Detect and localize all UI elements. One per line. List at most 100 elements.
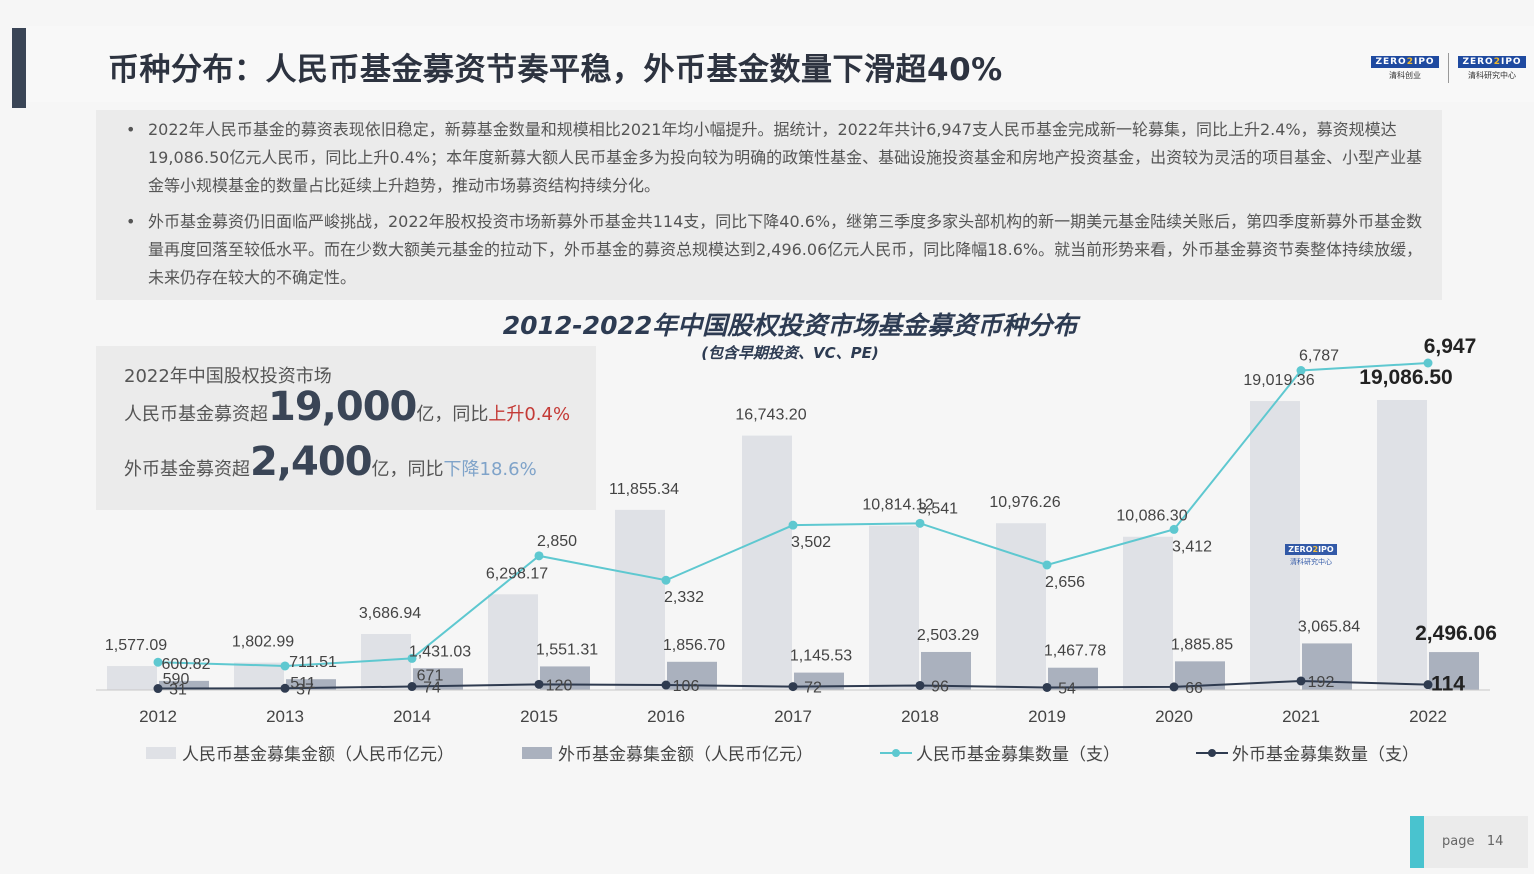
fx-amount-label: 2,496.06 [1415,622,1497,645]
legend-swatch [146,746,176,759]
fx-count-label: 74 [423,680,441,697]
fx-count-label: 66 [1185,680,1203,697]
legend-label: 人民币基金募集数量（支） [916,745,1120,765]
rmb-count-label: 3,502 [791,534,831,551]
legend-label: 外币基金募集金额（人民币亿元） [558,745,813,765]
title-accent-bar [12,28,26,108]
x-tick-label: 2013 [266,707,304,726]
logo-text: 清科研究中心 [1468,70,1516,80]
bullet-dot: • [126,212,136,231]
description-box [96,110,1442,300]
fx-count-point [915,680,925,690]
fx-count-point [534,679,544,689]
watermark-text: 清科研究中心 [1290,558,1332,566]
logo-text: 清科创业 [1389,70,1421,80]
page-label: page [1442,834,1475,849]
legend-item-rmb-amount: 人民币基金募集金额（人民币亿元） [146,740,454,765]
summary-fx-change: 下降18.6% [443,459,537,480]
rmb-amount-label: 1,802.99 [232,634,294,651]
fx-amount-label: 1,431.03 [409,643,471,660]
fx-count-point [407,682,417,692]
rmb-amount-bar [1377,400,1427,690]
rmb-amount-bar [742,435,792,690]
fx-count-label: 31 [169,682,187,699]
fx-count-point [1169,682,1179,692]
legend-label: 外币基金募集数量（支） [1232,745,1419,765]
summary-rmb-change: 上升0.4% [488,404,571,425]
rmb-count-point [661,575,671,585]
rmb-amount-bar [1123,536,1173,690]
fx-count-point [1423,680,1433,690]
summary-rmb-prefix: 人民币基金募资超 [124,404,268,425]
summary-rmb-value: 19,000 [268,384,417,430]
rmb-count-point [1423,358,1433,368]
fx-count-label: 96 [931,678,949,695]
logo-mark-right: IPO [1500,56,1522,67]
rmb-count-point [280,661,290,671]
rmb-amount-label: 1,577.09 [105,637,167,654]
rmb-amount-bar [107,666,157,690]
fx-amount-bar [1048,667,1098,690]
fx-amount-label: 1,885.85 [1171,636,1233,653]
fx-amount-bar [159,680,209,690]
page-number-value: 14 [1486,834,1504,849]
rmb-count-label: 3,412 [1172,538,1212,555]
rmb-count-label: 511 [290,675,316,692]
rmb-amount-label: 11,855.34 [609,481,679,498]
rmb-amount-label: 6,298.17 [486,565,548,582]
rmb-count-point [153,657,163,667]
x-tick-label: 2017 [774,707,812,726]
fx-count-point [1296,676,1306,686]
watermark-mark-left: ZERO [1288,545,1313,554]
fx-count-label: 120 [546,677,573,694]
rmb-amount-bar [869,525,919,690]
watermark-logo: ZERO2IPO 清科研究中心 [1276,544,1346,584]
fx-count-label: 37 [296,681,314,698]
fx-count-label: 192 [1308,674,1335,691]
rmb-amount-label: 16,743.20 [735,407,806,424]
legend-item-fx-amount: 外币基金募集金额（人民币亿元） [522,740,813,765]
legend-label: 人民币基金募集金额（人民币亿元） [182,745,454,765]
rmb-amount-bar [615,509,665,690]
rmb-count-point [407,653,417,663]
rmb-amount-label: 10,976.26 [989,494,1060,511]
rmb-count-point [915,518,925,528]
fx-amount-bar [413,668,463,690]
logo-mark-left: ZERO [1375,56,1407,67]
rmb-count-point [534,551,544,561]
x-tick-label: 2018 [901,707,939,726]
x-tick-label: 2016 [647,707,685,726]
fx-amount-bar [286,679,336,690]
bullet-text: 2022年人民币基金的募资表现依旧稳定，新募基金数量和规模相比2021年均小幅提… [148,120,1423,195]
logo-divider [1448,53,1449,83]
fx-count-label: 106 [673,678,700,695]
rmb-count-label: 671 [417,667,444,684]
bullet-item: • 外币基金募资仍旧面临严峻挑战，2022年股权投资市场新募外币基金共114支，… [126,208,1426,292]
page-number: page 14 [1442,834,1503,849]
rmb-count-point [1169,524,1179,534]
x-tick-label: 2015 [520,707,558,726]
legend-item-fx-count: 外币基金募集数量（支） [1196,740,1419,765]
rmb-count-label: 6,947 [1424,335,1477,358]
legend-swatch [522,746,552,759]
fx-count-label: 72 [804,680,822,697]
legend-line-marker [880,748,912,757]
summary-fx-prefix: 外币基金募资超 [124,459,250,480]
logo-mark-right: IPO [1413,56,1435,67]
fx-amount-label: 1,551.31 [536,641,598,658]
fx-count-label: 114 [1431,673,1465,696]
x-tick-label: 2019 [1028,707,1066,726]
x-tick-label: 2020 [1155,707,1193,726]
rmb-count-point [788,520,798,530]
rmb-count-label: 590 [163,671,190,688]
legend-item-rmb-count: 人民币基金募集数量（支） [880,740,1120,765]
rmb-count-label: 3,541 [918,500,958,517]
watermark-mark-right: IPO [1318,545,1334,554]
fx-amount-label: 1,145.53 [790,648,852,665]
fx-count-point [153,684,163,694]
rmb-count-point [1042,560,1052,570]
header-background [26,26,1534,102]
summary-heading: 2022年中国股权投资市场 [124,366,332,387]
fx-count-point [1042,682,1052,692]
